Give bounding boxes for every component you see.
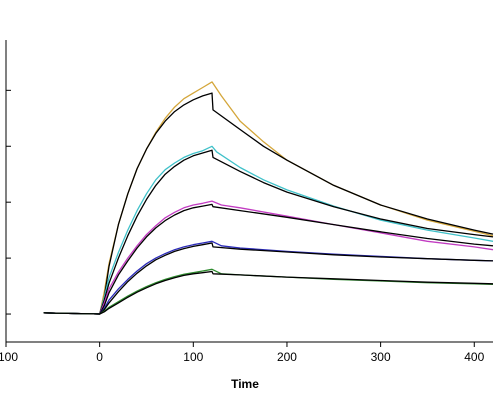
series-line xyxy=(43,92,494,315)
x-axis-ticks: -100 0 100 200 300 400 xyxy=(0,342,485,364)
x-tick-label: 0 xyxy=(96,350,103,364)
series-line xyxy=(43,242,494,315)
plot-area xyxy=(43,81,494,315)
series-line xyxy=(43,149,494,315)
x-tick-label: 300 xyxy=(371,350,391,364)
x-tick-label: 100 xyxy=(183,350,203,364)
y-axis-ticks xyxy=(6,89,11,315)
series-line xyxy=(43,203,494,315)
x-tick-label: 400 xyxy=(464,350,484,364)
x-tick-label: 200 xyxy=(277,350,297,364)
x-axis-title: Time xyxy=(231,377,259,391)
series-line xyxy=(43,270,494,315)
x-tick-label: -100 xyxy=(0,350,18,364)
